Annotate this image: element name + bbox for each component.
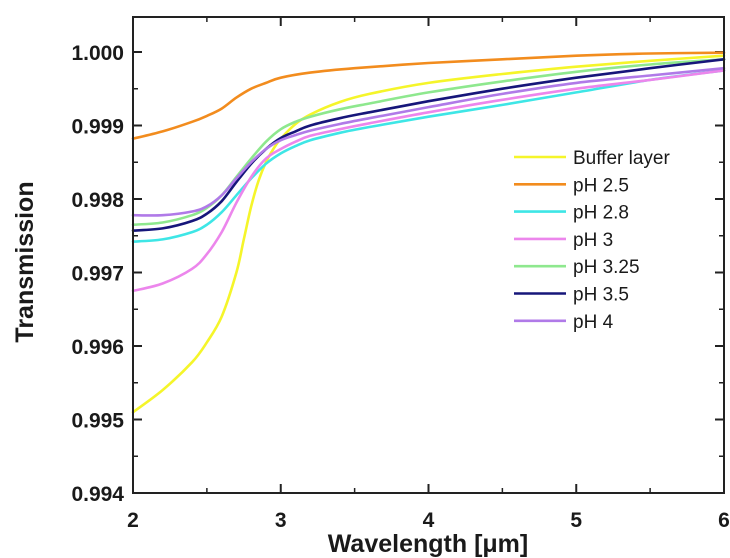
x-tick-label: 4 <box>423 509 435 532</box>
legend: Buffer layer pH 2.5 pH 2.8 pH 3 pH 3.25 pH 3.… <box>514 148 670 333</box>
legend-label-ph-3-25: pH 3.25 <box>573 257 640 278</box>
ticks-layer <box>132 17 725 494</box>
series-line-ph-2-8 <box>131 69 726 243</box>
x-tick-label: 5 <box>570 509 582 532</box>
x-axis-title: Wavelength [μm] <box>328 530 529 558</box>
y-tick-label: 1.000 <box>71 42 124 65</box>
x-tick-label: 3 <box>275 509 287 532</box>
legend-label-buffer-layer: Buffer layer <box>573 148 670 169</box>
y-tick-label: 0.994 <box>71 483 124 506</box>
tick-labels-layer: 2 3 4 5 6 0.994 0.995 0.996 0.997 0.998 0.999 1.000 <box>71 42 729 532</box>
legend-label-ph-3-5: pH 3.5 <box>573 285 629 306</box>
y-tick-label: 0.998 <box>71 189 124 212</box>
y-tick-label: 0.995 <box>71 410 124 433</box>
legend-label-ph-3: pH 3 <box>573 230 613 251</box>
y-axis-title: Transmission <box>11 181 39 342</box>
series-line-ph-2-5 <box>131 51 726 140</box>
series-line-ph-3 <box>131 69 726 293</box>
x-tick-label: 6 <box>718 509 730 532</box>
y-tick-label: 0.999 <box>71 116 124 139</box>
plot-frame <box>132 16 725 494</box>
series-line-ph-3-25 <box>131 58 726 226</box>
series-line-ph-3-5 <box>131 58 726 232</box>
series-line-buffer-layer <box>131 54 726 414</box>
series-layer <box>131 51 726 414</box>
legend-label-ph-2-5: pH 2.5 <box>573 175 629 196</box>
legend-label-ph-2-8: pH 2.8 <box>573 203 629 224</box>
x-tick-label: 2 <box>127 509 139 532</box>
y-tick-label: 0.996 <box>71 336 124 359</box>
legend-label-ph-4: pH 4 <box>573 312 614 333</box>
y-tick-label: 0.997 <box>71 263 124 286</box>
series-line-ph-4 <box>131 66 726 217</box>
